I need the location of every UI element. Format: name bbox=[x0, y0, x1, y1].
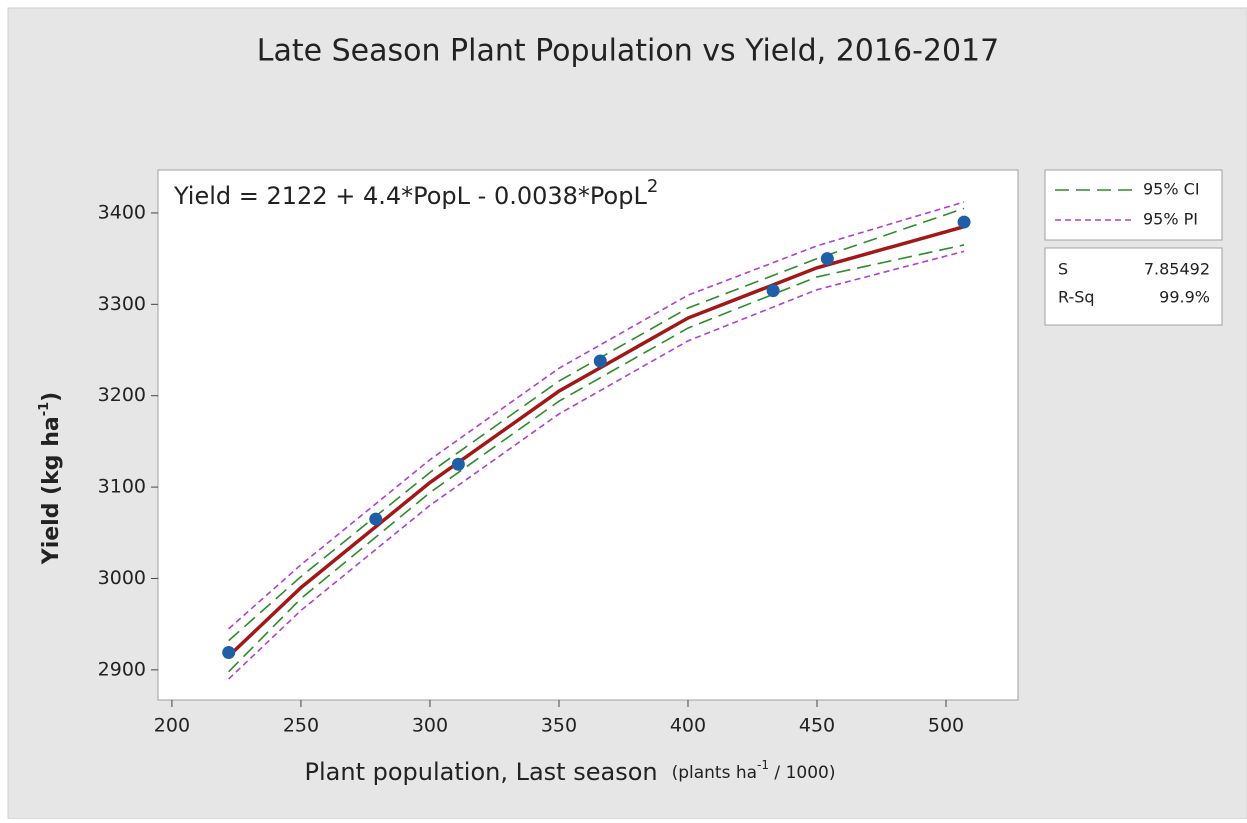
legend-label: 95% CI bbox=[1143, 180, 1200, 199]
x-label-unit-end: / 1000) bbox=[769, 763, 835, 783]
equation: Yield = 2122 + 4.4*PopL - 0.0038*PopL2 bbox=[173, 176, 658, 210]
x-label-main: Plant population, Last season bbox=[305, 758, 658, 786]
chart-title: Late Season Plant Population vs Yield, 2… bbox=[257, 34, 1000, 69]
x-tick-label: 350 bbox=[541, 715, 577, 737]
point bbox=[766, 284, 780, 298]
band-upper bbox=[228, 207, 965, 642]
y-tick-label: 3200 bbox=[98, 384, 146, 406]
plot-area bbox=[157, 169, 1019, 701]
legend-box bbox=[1044, 169, 1223, 241]
point bbox=[222, 645, 236, 659]
fit-line bbox=[227, 224, 965, 658]
x-tick-label: 450 bbox=[799, 715, 835, 737]
point bbox=[820, 252, 834, 266]
x-axis-label: Plant population, Last season (plants ha-… bbox=[305, 758, 836, 787]
stat-label: S bbox=[1058, 260, 1068, 279]
x-tick-label: 400 bbox=[670, 715, 706, 737]
equation-text: Yield = 2122 + 4.4*PopL - 0.0038*PopL bbox=[173, 182, 647, 210]
x-tick-label: 300 bbox=[412, 715, 448, 737]
point bbox=[593, 354, 607, 368]
x-tick-label: 250 bbox=[283, 715, 319, 737]
y-tick-label: 2900 bbox=[98, 658, 146, 680]
y-tick-label: 3300 bbox=[98, 293, 146, 315]
x-tick-label: 200 bbox=[154, 715, 190, 737]
y-label-main: Yield (kg ha bbox=[39, 416, 64, 565]
point bbox=[369, 512, 383, 526]
y-axis-label: Yield (kg ha-1) bbox=[37, 392, 65, 565]
y-label-end: ) bbox=[39, 392, 64, 402]
stat-value: 7.85492 bbox=[1144, 260, 1210, 279]
y-tick-label: 3100 bbox=[98, 476, 146, 498]
y-tick-label: 3400 bbox=[98, 201, 146, 223]
band-lower bbox=[228, 244, 965, 673]
point bbox=[451, 457, 465, 471]
stat-label: R-Sq bbox=[1058, 288, 1095, 307]
x-label-unit: (plants ha bbox=[672, 763, 757, 783]
band-upper bbox=[228, 201, 965, 630]
band-lower bbox=[228, 250, 965, 680]
equation-sup: 2 bbox=[647, 176, 658, 197]
x-label-sup: -1 bbox=[757, 758, 769, 772]
x-tick-label: 500 bbox=[928, 715, 964, 737]
stats-box bbox=[1044, 247, 1223, 326]
point bbox=[957, 215, 971, 229]
y-label-sup: -1 bbox=[37, 402, 52, 416]
stat-value: 99.9% bbox=[1159, 288, 1210, 307]
legend-label: 95% PI bbox=[1143, 210, 1198, 229]
y-tick-label: 3000 bbox=[98, 567, 146, 589]
